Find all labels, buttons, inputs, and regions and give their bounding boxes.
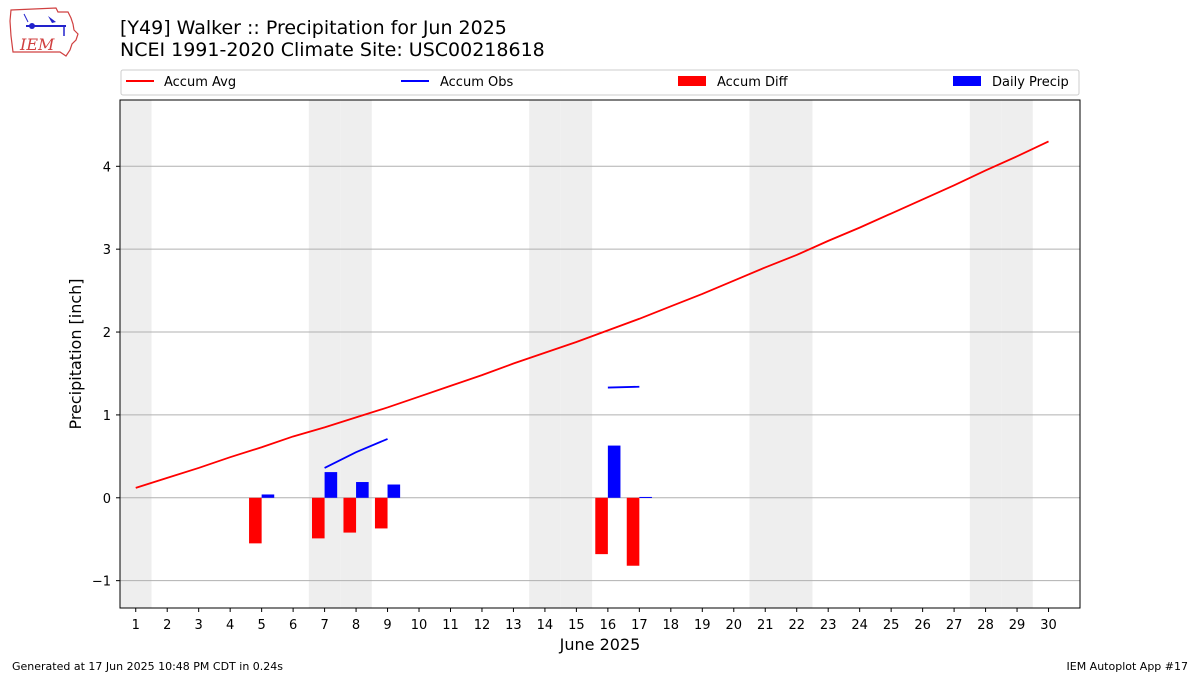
accum-diff-bar-day-9	[374, 497, 388, 529]
daily-precip-bar-day-7	[324, 472, 338, 498]
x-tick-label-28: 28	[977, 618, 994, 633]
accum-avg-line	[135, 140, 1049, 489]
y-tick-label-4: 4	[103, 160, 111, 175]
legend-daily-precip-swatch	[953, 76, 981, 86]
chart-subtitle: NCEI 1991-2020 Climate Site: USC00218618	[120, 39, 545, 61]
x-tick-label-12: 12	[474, 618, 491, 633]
accum-diff-bar-day-8	[343, 497, 357, 533]
y-tick-label-3: 3	[103, 243, 111, 258]
x-tick-label-16: 16	[600, 618, 617, 633]
x-tick-label-3: 3	[195, 618, 203, 633]
x-tick-label-20: 20	[725, 618, 742, 633]
x-tick-label-15: 15	[568, 618, 585, 633]
legend: Accum Avg Accum Obs Accum Diff Daily Precip	[120, 69, 1080, 96]
x-tick-label-9: 9	[383, 618, 391, 633]
generated-timestamp: Generated at 17 Jun 2025 10:48 PM CDT in…	[12, 660, 284, 673]
weekend-band-29	[1001, 100, 1033, 608]
app-label: IEM Autoplot App #17	[1066, 660, 1189, 673]
daily-precip-bar-day-16	[607, 445, 621, 498]
x-tick-label-22: 22	[788, 618, 805, 633]
x-tick-label-5: 5	[257, 618, 265, 633]
x-axis-label: June 2025	[559, 635, 641, 654]
accum-obs-line-segment-2	[607, 385, 640, 389]
x-tick-label-13: 13	[505, 618, 522, 633]
weekend-band-22	[780, 100, 813, 608]
x-tick-label-27: 27	[946, 618, 963, 633]
daily-precip-bar-day-8	[356, 482, 369, 498]
legend-box	[120, 69, 1080, 96]
weekend-shading	[120, 100, 1033, 608]
x-tick-label-23: 23	[820, 618, 837, 633]
iem-logo-icon: IEM	[9, 7, 79, 57]
x-tick-label-17: 17	[631, 618, 648, 633]
plot-frame	[119, 99, 1081, 609]
y-tick-label-0: 0	[103, 492, 111, 507]
legend-accum-obs-label: Accum Obs	[440, 75, 513, 90]
bars	[249, 445, 652, 566]
weekend-band-28	[969, 100, 1002, 608]
legend-accum-diff-swatch	[678, 76, 706, 86]
x-tick-label-25: 25	[883, 618, 900, 633]
daily-precip-bar-day-5	[261, 494, 275, 498]
chart-title: [Y49] Walker :: Precipitation for Jun 20…	[120, 17, 507, 39]
x-tick-label-10: 10	[411, 618, 428, 633]
lines	[135, 140, 1049, 489]
x-tick-label-1: 1	[132, 618, 140, 633]
x-tick-label-14: 14	[537, 618, 554, 633]
legend-accum-diff-label: Accum Diff	[717, 75, 789, 90]
logo-text: IEM	[19, 35, 55, 54]
x-tick-label-2: 2	[163, 618, 171, 633]
x-tick-label-19: 19	[694, 618, 711, 633]
legend-daily-precip-label: Daily Precip	[992, 75, 1069, 90]
x-tick-label-4: 4	[226, 618, 234, 633]
y-tick-label-2: 2	[103, 326, 111, 341]
accum-obs-line-segment-1	[324, 438, 388, 469]
axis-ticks: 1 2 3 4 5 6 7 8 9 10 11 12 13 14 15 16 17 18 19 20 21 22 23 24 2…	[92, 160, 1057, 633]
y-tick-label--1: −1	[92, 575, 111, 590]
x-tick-label-11: 11	[442, 618, 459, 633]
accum-diff-bar-day-7	[312, 497, 325, 539]
daily-precip-bar-day-9	[387, 484, 401, 498]
x-tick-label-7: 7	[320, 618, 328, 633]
x-tick-label-26: 26	[914, 618, 931, 633]
y-axis-label: Precipitation [inch]	[66, 278, 85, 429]
x-tick-label-6: 6	[289, 618, 297, 633]
accum-diff-bar-day-5	[249, 497, 262, 544]
x-tick-label-29: 29	[1009, 618, 1026, 633]
accum-diff-bar-day-16	[595, 497, 608, 555]
weekend-band-1	[120, 100, 152, 608]
x-tick-label-18: 18	[663, 618, 680, 633]
legend-accum-avg-label: Accum Avg	[164, 75, 236, 90]
x-tick-label-30: 30	[1040, 618, 1057, 633]
weekend-band-14	[529, 100, 561, 608]
weekend-band-15	[560, 100, 593, 608]
x-tick-label-21: 21	[757, 618, 774, 633]
weekend-band-21	[749, 100, 781, 608]
y-tick-label-1: 1	[103, 409, 111, 424]
x-tick-label-8: 8	[352, 618, 360, 633]
accum-diff-bar-day-17	[626, 497, 640, 566]
daily-precip-bar-day-17	[639, 496, 652, 498]
x-tick-label-24: 24	[851, 618, 868, 633]
